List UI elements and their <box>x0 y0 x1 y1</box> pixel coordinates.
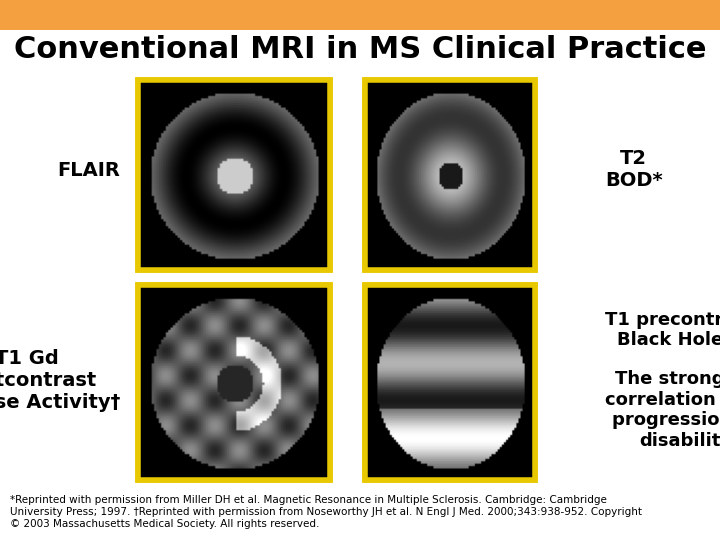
Bar <box>365 80 535 270</box>
Text: T1 Gd
postcontrast
Disease Activity†: T1 Gd postcontrast Disease Activity† <box>0 348 120 411</box>
Bar <box>365 285 535 480</box>
Bar <box>138 285 330 480</box>
Bar <box>138 80 330 270</box>
Text: T2
BOD*: T2 BOD* <box>605 150 662 191</box>
Text: T1 precontrast
Black Holes†: T1 precontrast Black Holes† <box>605 310 720 349</box>
Bar <box>138 285 330 480</box>
Text: Conventional MRI in MS Clinical Practice: Conventional MRI in MS Clinical Practice <box>14 36 706 64</box>
Text: FLAIR: FLAIR <box>57 160 120 179</box>
Text: *Reprinted with permission from Miller DH et al. Magnetic Resonance in Multiple : *Reprinted with permission from Miller D… <box>10 495 642 529</box>
Bar <box>365 80 535 270</box>
Bar <box>365 285 535 480</box>
Bar <box>0 0 720 30</box>
Bar <box>138 80 330 270</box>
Text: The strongest
correlation with
progression of
disability: The strongest correlation with progressi… <box>605 370 720 450</box>
